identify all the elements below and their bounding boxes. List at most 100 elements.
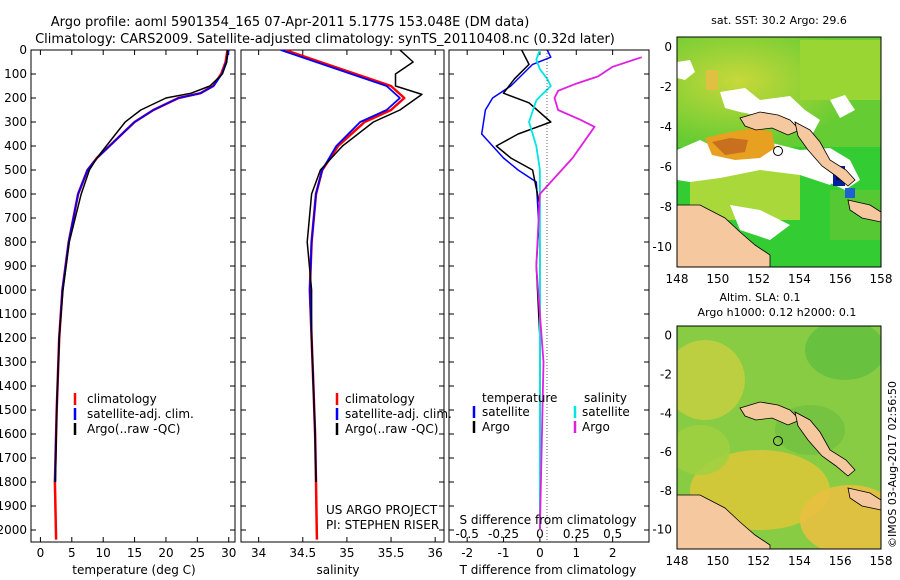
y-tick-label: 700: [4, 211, 27, 225]
x-tick-label: -2: [461, 546, 473, 560]
map-x-tick-label: 158: [870, 554, 893, 568]
legend-label-argo: Argo(..raw -QC): [87, 422, 180, 436]
legend-label-climatology: climatology: [87, 392, 157, 406]
map-y-tick-label: -8: [660, 200, 672, 214]
x-tick-label: 2: [609, 546, 617, 560]
map-y-tick-label: -4: [660, 406, 672, 420]
map-y-tick-label: -8: [660, 484, 672, 498]
map-x-tick-label: 152: [747, 272, 770, 286]
y-tick-label: 1300: [0, 355, 27, 369]
legend-label-climatology: climatology: [345, 392, 415, 406]
panel-1-series: [280, 50, 423, 540]
series-line-climatology: [284, 50, 406, 540]
y-tick-label: 1500: [0, 403, 27, 417]
map-x-tick-label: 154: [788, 554, 811, 568]
map-x-tick-label: 148: [666, 272, 689, 286]
sla-field: [677, 425, 730, 475]
cloud-mask: [730, 205, 790, 240]
map-y-tick-label: 0: [664, 329, 672, 343]
x-tick-label: 5: [68, 546, 76, 560]
x-tick-label: 20: [158, 546, 173, 560]
panel-2-series: [480, 50, 642, 531]
s-tick-label: 0.25: [563, 527, 590, 541]
argo-float-marker: [773, 436, 783, 446]
panel-difference-frame: [448, 49, 650, 543]
y-tick-label: 300: [4, 115, 27, 129]
x-tick-label: 36: [428, 546, 443, 560]
y-tick-label: 400: [4, 139, 27, 153]
land-new-guinea: [677, 494, 771, 549]
x-tick-label: 34.5: [289, 546, 316, 560]
map-x-tick-label: 148: [666, 554, 689, 568]
map-x-tick-label: 158: [870, 272, 893, 286]
y-tick-label: 600: [4, 187, 27, 201]
y-tick-label: 500: [4, 163, 27, 177]
land-new-britain: [739, 401, 801, 426]
y-tick-label: 100: [4, 67, 27, 81]
legend-label-satellite: satellite-adj. clim.: [87, 407, 194, 421]
y-tick-label: 200: [4, 91, 27, 105]
land-bougainville: [794, 121, 856, 187]
map-y-tick-label: 0: [664, 40, 672, 54]
legend-title-salinity: salinity: [584, 391, 627, 405]
series-line-argo-raw-qc-: [306, 50, 423, 483]
map-sla-title: Altim. SLA: 0.1: [719, 291, 800, 304]
credit-pi: PI: STEPHEN RISER: [326, 518, 439, 532]
map-sla: [677, 326, 881, 549]
legend-temperature: climatology satellite-adj. clim. Argo(..…: [73, 392, 194, 436]
map-x-tick-label: 150: [706, 554, 729, 568]
y-tick-label: 900: [4, 259, 27, 273]
x-tick-label: 0: [536, 546, 544, 560]
credit-project: US ARGO PROJECT: [326, 503, 438, 517]
map-y-tick-label: -10: [652, 523, 672, 537]
land-solomon: [847, 199, 881, 223]
panel-salinity-frame: [240, 49, 445, 543]
s-difference-axis-label: S difference from climatology: [460, 513, 637, 527]
map-x-tick-label: 156: [829, 272, 852, 286]
series-line-temperature-argo: [495, 50, 552, 530]
axis-ticks: 0 5 10 15 20 25 300100200300400500600700800900…: [0, 37, 892, 568]
land-solomon: [847, 487, 881, 511]
series-line-salinity-argo: [535, 56, 642, 531]
x-tick-label: 35.5: [378, 546, 405, 560]
legend-label-argo: Argo(..raw -QC): [345, 422, 438, 436]
panel-0-series: [53, 50, 230, 540]
map-sla-frame: [676, 325, 882, 550]
map-x-tick-label: 152: [747, 554, 770, 568]
y-tick-label: 1800: [0, 475, 27, 489]
header-line-2: Climatology: CARS2009. Satellite-adjuste…: [35, 32, 615, 47]
s-tick-label: -0.25: [488, 527, 519, 541]
x-tick-label: 0: [37, 546, 45, 560]
y-tick-label: 1700: [0, 451, 27, 465]
map-y-tick-label: -4: [660, 120, 672, 134]
cloud-mask: [677, 60, 695, 80]
panel-temperature-frame: [30, 49, 236, 543]
map-sst: [677, 37, 881, 267]
argo-float-marker: [773, 146, 783, 156]
sst-patch: [706, 70, 718, 90]
map-sla-subtitle: Argo h1000: 0.12 h2000: 0.1: [698, 306, 857, 319]
land-new-guinea: [677, 204, 771, 267]
x-tick-label: 30: [221, 546, 236, 560]
legend-label-temp-argo: Argo: [482, 420, 510, 434]
temperature-axis-label: temperature (deg C): [72, 563, 195, 577]
sla-field: [677, 340, 745, 420]
land-new-britain: [739, 111, 801, 136]
legend-title-temperature: temperature: [482, 391, 557, 405]
series-line-argo-raw-qc-: [54, 50, 229, 483]
s-tick-label: -0.5: [455, 527, 478, 541]
y-tick-label: 0: [19, 43, 27, 57]
y-tick-label: 1100: [0, 307, 27, 321]
x-tick-label: 10: [96, 546, 111, 560]
y-tick-label: 800: [4, 235, 27, 249]
sst-field: [800, 40, 881, 100]
series-line-climatology: [53, 50, 229, 540]
watermark: ©IMOS 03-Aug-2017 02:56:50: [886, 381, 899, 548]
map-y-tick-label: -6: [660, 445, 672, 459]
land-bougainville: [794, 411, 856, 477]
legend-difference: temperature salinity satellite Argo sate…: [472, 391, 630, 434]
y-tick-label: 1000: [0, 283, 27, 297]
s-tick-label: 0: [536, 527, 544, 541]
legend-label-sal-satellite: satellite: [582, 405, 630, 419]
